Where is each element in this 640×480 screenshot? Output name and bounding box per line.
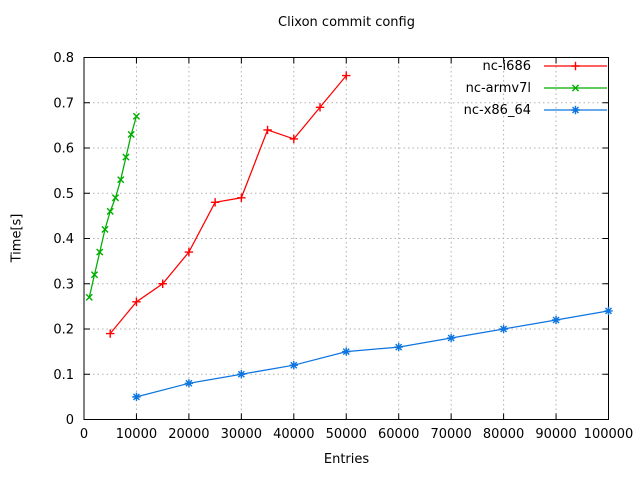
legend-item-nc-armv7l: nc-armv7l [464, 77, 608, 99]
x-tick-label: 90000 [535, 427, 576, 442]
y-tick-label: 0.4 [53, 232, 74, 247]
legend-label: nc-i686 [482, 58, 531, 74]
legend: nc-i686 nc-armv7l nc-x86_64 [464, 55, 608, 121]
legend-sample-line-icon [544, 105, 607, 115]
legend-item-nc-x86_64: nc-x86_64 [464, 99, 608, 121]
x-axis-label: Entries [323, 452, 370, 467]
y-tick-label: 0.5 [53, 187, 74, 202]
y-axis-label: Time[s] [9, 213, 25, 263]
y-tick-label: 0.7 [53, 96, 74, 111]
legend-label: nc-armv7l [465, 80, 531, 96]
legend-sample-line-icon [544, 84, 607, 92]
x-tick-label: 60000 [378, 427, 419, 442]
x-tick-label: 0 [80, 427, 88, 442]
x-tick-label: 30000 [221, 427, 262, 442]
x-tick-label: 100000 [584, 427, 634, 442]
y-tick-label: 0.1 [53, 368, 74, 383]
asterisk-marker-icon [132, 306, 613, 402]
plus-marker-icon [106, 71, 351, 338]
x-tick-label: 40000 [273, 427, 314, 442]
y-tick-label: 0.6 [53, 142, 74, 157]
chart-title: Clixon commit config [278, 15, 415, 30]
cross-marker-icon [85, 112, 141, 301]
legend-sample-line-icon [544, 61, 607, 71]
x-tick-label: 20000 [168, 427, 209, 442]
series-nc-armv7l [85, 112, 141, 301]
x-tick-label: 80000 [483, 427, 524, 442]
y-tick-label: 0.2 [53, 323, 74, 338]
series-nc-x86_64 [132, 306, 613, 402]
x-tick-label: 70000 [430, 427, 471, 442]
y-tick-label: 0.8 [53, 51, 74, 66]
legend-label: nc-x86_64 [463, 102, 531, 118]
x-tick-label: 50000 [326, 427, 367, 442]
series-nc-i686 [106, 71, 351, 338]
y-tick-label: 0 [66, 413, 74, 428]
x-tick-label: 10000 [116, 427, 157, 442]
legend-item-nc-i686: nc-i686 [464, 55, 608, 77]
y-tick-label: 0.3 [53, 277, 74, 292]
